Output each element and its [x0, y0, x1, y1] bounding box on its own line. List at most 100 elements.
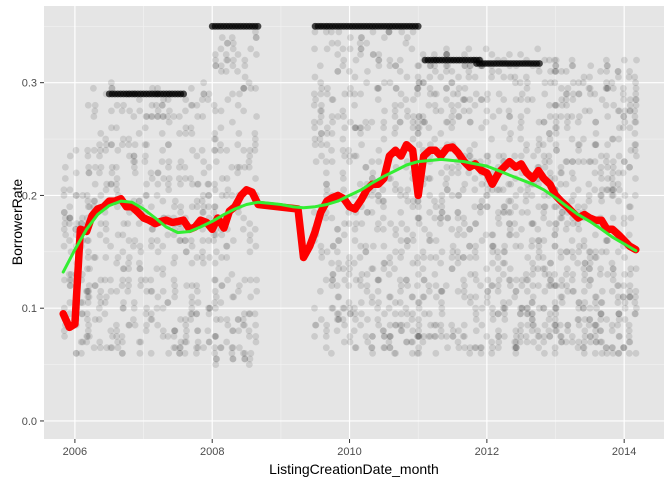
scatter-point — [403, 73, 411, 81]
scatter-point — [107, 327, 115, 335]
scatter-point — [318, 152, 325, 160]
scatter-point — [442, 282, 450, 290]
scatter-point — [119, 231, 127, 239]
scatter-point — [65, 220, 73, 228]
scatter-point — [107, 344, 115, 352]
scatter-point — [386, 62, 394, 70]
scatter-point — [137, 338, 145, 346]
scatter-point — [598, 175, 605, 182]
scatter-point — [170, 231, 178, 239]
scatter-point — [328, 158, 336, 166]
scatter-point — [494, 214, 502, 222]
scatter-point — [517, 118, 525, 126]
scatter-point — [341, 90, 349, 98]
scatter-point — [188, 304, 196, 312]
scatter-point — [247, 293, 255, 301]
scatter-point — [495, 327, 502, 335]
scatter-point — [154, 107, 162, 115]
scatter-point — [79, 214, 86, 222]
scatter-point — [397, 327, 405, 335]
scatter-point — [414, 84, 421, 92]
scatter-point — [529, 220, 537, 228]
scatter-point — [114, 231, 122, 239]
scatter-point — [627, 265, 635, 273]
scatter-point — [397, 101, 405, 109]
scatter-point — [454, 214, 462, 222]
scatter-point — [199, 208, 207, 216]
scatter-point — [159, 270, 167, 278]
scatter-point — [402, 96, 410, 103]
scatter-point — [223, 242, 230, 250]
scatter-point — [97, 146, 104, 154]
scatter-point — [66, 214, 74, 222]
scatter-point — [381, 332, 388, 340]
scatter-point — [194, 338, 202, 346]
scatter-point — [368, 344, 375, 352]
scatter-point — [608, 175, 616, 182]
scatter-point — [228, 270, 236, 278]
scatter-point — [454, 254, 462, 261]
scatter-point — [431, 332, 439, 340]
scatter-point — [591, 321, 599, 329]
scatter-point — [124, 287, 132, 295]
scatter-point — [597, 338, 604, 346]
scatter-point — [570, 287, 577, 295]
scatter-point — [562, 96, 570, 103]
scatter-point — [420, 79, 427, 87]
scatter-point — [187, 316, 195, 323]
scatter-point — [235, 344, 243, 352]
scatter-point — [632, 349, 640, 357]
scatter-point — [318, 101, 325, 109]
scatter-point — [380, 197, 388, 205]
scatter-point — [522, 192, 530, 199]
scatter-point — [83, 332, 91, 340]
scatter-point — [523, 304, 531, 312]
scatter-point — [187, 175, 195, 182]
scatter-point — [489, 344, 496, 352]
scatter-point — [210, 237, 218, 244]
scatter-point — [61, 220, 69, 228]
scatter-point — [131, 141, 139, 149]
scatter-point — [334, 293, 342, 301]
scatter-point — [136, 265, 144, 273]
scatter-point — [426, 237, 434, 244]
scatter-point — [311, 28, 319, 36]
x-tick-label: 2006 — [63, 446, 87, 458]
scatter-point — [333, 327, 341, 335]
scatter-point — [310, 90, 318, 98]
scatter-point — [580, 349, 588, 357]
scatter-point — [609, 135, 617, 143]
scatter-point — [159, 101, 166, 109]
scatter-point — [625, 332, 633, 340]
scatter-point — [397, 287, 404, 295]
scatter-point — [357, 124, 365, 132]
scatter-point — [375, 299, 382, 306]
scatter-point — [602, 344, 610, 352]
scatter-point — [398, 220, 406, 228]
scatter-point — [557, 180, 564, 188]
scatter-point — [239, 321, 247, 329]
scatter-point — [142, 192, 150, 199]
scatter-point — [247, 84, 255, 92]
scatter-point — [352, 220, 360, 228]
scatter-point — [436, 220, 444, 228]
scatter-point — [339, 107, 347, 115]
scatter-point — [85, 169, 93, 177]
scatter-point — [455, 163, 462, 171]
scatter-point — [60, 242, 68, 250]
scatter-point — [236, 163, 243, 171]
scatter-point — [575, 316, 582, 323]
scatter-point — [218, 34, 226, 41]
scatter-point — [540, 304, 547, 312]
scatter-point — [426, 175, 434, 182]
scatter-point — [102, 237, 110, 244]
scatter-point — [246, 237, 254, 244]
scatter-point — [154, 84, 161, 92]
scatter-point — [403, 225, 411, 233]
scatter-point — [251, 310, 259, 318]
scatter-point — [499, 208, 507, 216]
scatter-point — [500, 248, 508, 256]
scatter-point — [374, 276, 382, 284]
scatter-point — [476, 203, 484, 211]
scatter-point — [415, 332, 423, 340]
